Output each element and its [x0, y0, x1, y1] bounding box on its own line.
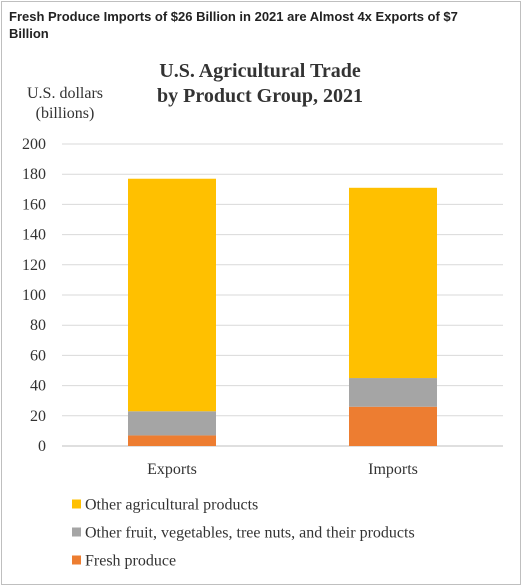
bar-imports-series-0 — [349, 406, 437, 446]
legend-swatch-2 — [72, 555, 81, 565]
x-category-label-exports: Exports — [147, 461, 197, 478]
y-tick-label-200: 200 — [22, 136, 46, 153]
y-tick-label-180: 180 — [22, 166, 46, 183]
bar-exports-series-2 — [128, 178, 216, 412]
y-axis-label-line1: U.S. dollars — [27, 85, 103, 102]
figure-heading: Fresh Produce Imports of $26 Billion in … — [9, 9, 458, 41]
y-tick-label-40: 40 — [30, 378, 46, 395]
x-category-label-imports: Imports — [368, 461, 418, 478]
bar-exports-series-1 — [128, 411, 216, 436]
bar-imports-series-2 — [349, 187, 437, 379]
bar-exports-series-0 — [128, 435, 216, 446]
y-axis-label-line2: (billions) — [36, 105, 95, 122]
legend-swatch-0 — [72, 499, 81, 509]
y-tick-label-160: 160 — [22, 196, 46, 213]
y-tick-label-0: 0 — [38, 438, 46, 455]
legend-label-0: Other agricultural products — [85, 497, 258, 514]
legend: Other agricultural products Other fruit, … — [72, 497, 415, 570]
y-tick-label-20: 20 — [30, 408, 46, 425]
y-tick-label-100: 100 — [22, 287, 46, 304]
chart-title-line2: by Product Group, 2021 — [157, 85, 363, 107]
y-tick-labels: 0 20 40 60 80 100 120 140 160 180 200 — [22, 136, 46, 455]
y-tick-label-80: 80 — [30, 317, 46, 334]
y-tick-label-140: 140 — [22, 227, 46, 244]
chart-title-line1: U.S. Agricultural Trade — [159, 60, 361, 82]
bar-imports-series-1 — [349, 378, 437, 407]
y-tick-label-60: 60 — [30, 347, 46, 364]
bars — [128, 178, 437, 446]
legend-label-1: Other fruit, vegetables, tree nuts, and … — [85, 525, 415, 542]
x-category-labels: Exports Imports — [147, 461, 418, 478]
y-tick-label-120: 120 — [22, 257, 46, 274]
legend-label-2: Fresh produce — [85, 553, 176, 570]
legend-swatch-1 — [72, 527, 81, 537]
